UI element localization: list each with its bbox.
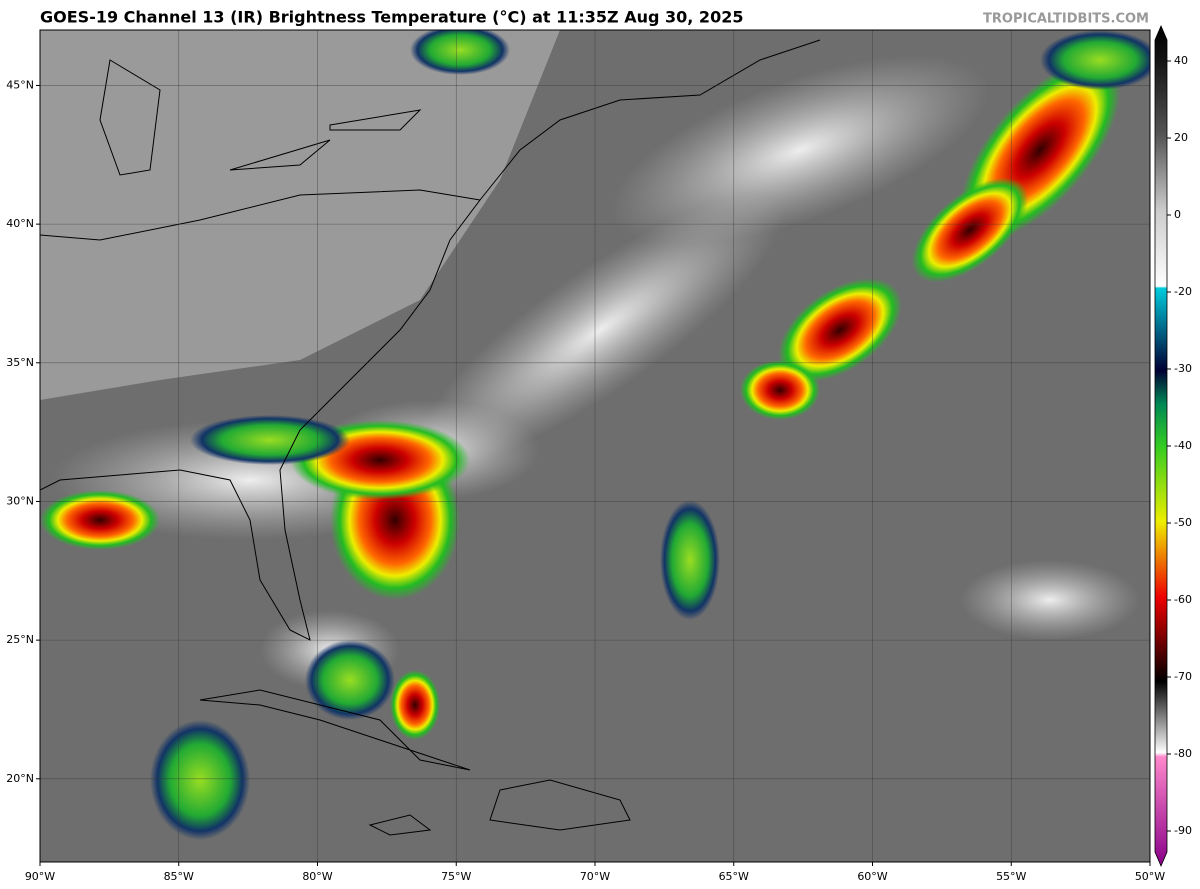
credit: TROPICALTIDBITS.COM xyxy=(983,12,1149,27)
colorbar-label: -20 xyxy=(1174,285,1192,298)
colorbar-label: 0 xyxy=(1174,208,1181,221)
colorbar-label: -70 xyxy=(1174,670,1192,683)
lon-label: 65°W xyxy=(719,870,749,883)
colorbar-label: 20 xyxy=(1174,131,1188,144)
colorbar-label: -30 xyxy=(1174,362,1192,375)
lat-label: 45°N xyxy=(6,78,34,91)
lat-label: 40°N xyxy=(6,217,34,230)
title: GOES-19 Channel 13 (IR) Brightness Tempe… xyxy=(40,8,743,27)
lat-label: 20°N xyxy=(6,772,34,785)
lon-label: 55°W xyxy=(996,870,1026,883)
lat-label: 30°N xyxy=(6,494,34,507)
colorbar-label: 40 xyxy=(1174,54,1188,67)
colorbar-label: -80 xyxy=(1174,747,1192,760)
satellite-image xyxy=(40,30,1150,862)
lat-label: 25°N xyxy=(6,633,34,646)
lat-label: 35°N xyxy=(6,356,34,369)
lon-label: 60°W xyxy=(857,870,887,883)
colorbar xyxy=(1154,24,1168,868)
colorbar-label: -40 xyxy=(1174,439,1192,452)
lon-label: 50°W xyxy=(1135,870,1165,883)
colorbar-label: -60 xyxy=(1174,593,1192,606)
lon-label: 75°W xyxy=(441,870,471,883)
colorbar-label: -50 xyxy=(1174,516,1192,529)
colorbar-label: -90 xyxy=(1174,824,1192,837)
lon-label: 85°W xyxy=(164,870,194,883)
lon-label: 70°W xyxy=(580,870,610,883)
lon-label: 80°W xyxy=(302,870,332,883)
lon-label: 90°W xyxy=(25,870,55,883)
